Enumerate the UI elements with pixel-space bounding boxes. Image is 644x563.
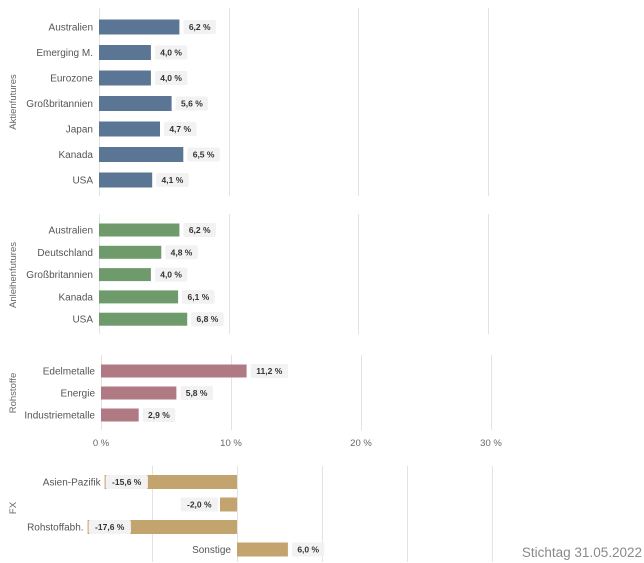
category-label-aktien-emerging-m: Emerging M.	[36, 48, 93, 59]
value-label-bg-aktien-kanada	[187, 147, 220, 162]
bar-aktien-japan	[99, 121, 160, 137]
value-label-bg-aktien-grossbritannien	[175, 96, 209, 111]
value-label-bg-aktien-japan	[164, 122, 197, 136]
bar-anleihen-deutschland	[99, 245, 162, 259]
value-label-bg-anleihen-grossbritannien	[154, 267, 188, 282]
value-label-fx-emea: -2,0 %	[187, 500, 212, 510]
value-label-bg-anleihen-kanada	[182, 289, 215, 304]
value-label-bg-aktien-usa	[156, 173, 189, 187]
tick-label-rohstoffe-3: 30 %	[480, 438, 502, 449]
category-label-rohstoffe-edelmetalle: Edelmetalle	[43, 367, 96, 378]
value-label-fx-rohstoffabh: -17,6 %	[95, 522, 125, 532]
value-label-aktien-japan: 4,7 %	[169, 124, 191, 134]
value-label-anleihen-grossbritannien: 4,0 %	[160, 270, 182, 280]
value-label-bg-aktien-australien	[183, 20, 216, 34]
category-label-aktien-japan: Japan	[66, 125, 93, 136]
panel-title-anleihen: Anleihenfutures	[8, 242, 19, 308]
category-label-aktien-eurozone: Eurozone	[50, 74, 93, 85]
panel-title-rohstoffe: Rohstoffe	[8, 373, 19, 414]
category-label-fx-rohstoffabh: Rohstoffabh.	[27, 523, 84, 534]
category-label-anleihen-usa: USA	[72, 315, 93, 326]
value-label-anleihen-deutschland: 4,8 %	[171, 247, 193, 257]
value-label-fx-asien-pazifik: -15,6 %	[112, 477, 142, 487]
value-label-rohstoffe-industriemetalle: 2,9 %	[148, 410, 170, 420]
tick-label-rohstoffe-2: 20 %	[350, 438, 372, 449]
value-label-anleihen-kanada: 6,1 %	[188, 292, 210, 302]
category-label-aktien-kanada: Kanada	[59, 150, 94, 161]
category-label-rohstoffe-industriemetalle: Industriemetalle	[24, 411, 95, 422]
value-label-bg-anleihen-deutschland	[165, 245, 198, 260]
bar-aktien-kanada	[99, 147, 184, 162]
bar-anleihen-australien	[99, 223, 180, 237]
value-label-rohstoffe-energie: 5,8 %	[186, 388, 208, 398]
value-label-bg-fx-sonstige	[291, 542, 325, 557]
category-label-anleihen-kanada: Kanada	[59, 292, 94, 303]
category-label-rohstoffe-energie: Energie	[61, 389, 96, 400]
value-label-bg-rohstoffe-industriemetalle	[142, 408, 176, 422]
value-label-bg-anleihen-australien	[183, 223, 216, 237]
value-label-bg-rohstoffe-energie	[180, 386, 213, 400]
value-label-bg-anleihen-usa	[191, 312, 224, 327]
value-label-anleihen-australien: 6,2 %	[189, 225, 211, 235]
value-label-bg-rohstoffe-edelmetalle	[250, 364, 288, 378]
tick-label-rohstoffe-0: 0 %	[93, 438, 110, 449]
category-label-aktien-grossbritannien: Großbritannien	[26, 99, 93, 110]
value-label-rohstoffe-edelmetalle: 11,2 %	[256, 366, 282, 376]
value-label-aktien-grossbritannien: 5,6 %	[181, 99, 203, 109]
value-label-aktien-usa: 4,1 %	[162, 175, 184, 185]
value-label-aktien-kanada: 6,5 %	[193, 150, 215, 160]
category-label-fx-sonstige: Sonstige	[192, 545, 231, 556]
category-label-aktien-australien: Australien	[49, 23, 93, 34]
value-label-bg-aktien-eurozone	[154, 71, 188, 85]
value-label-aktien-australien: 6,2 %	[189, 22, 211, 32]
bar-anleihen-grossbritannien	[99, 268, 151, 282]
value-label-fx-sonstige: 6,0 %	[297, 545, 319, 555]
value-label-bg-aktien-emerging-m	[154, 45, 188, 60]
value-label-bg-fx-emea	[180, 497, 218, 512]
panel-title-aktien: Aktienfutures	[8, 74, 19, 130]
value-label-anleihen-usa: 6,8 %	[197, 314, 219, 324]
category-label-aktien-usa: USA	[72, 176, 93, 187]
bar-aktien-grossbritannien	[99, 96, 172, 111]
bar-fx-emea	[220, 497, 237, 512]
bar-aktien-eurozone	[99, 70, 151, 86]
value-label-aktien-emerging-m: 4,0 %	[160, 48, 182, 58]
value-label-aktien-eurozone: 4,0 %	[160, 73, 182, 83]
category-label-anleihen-deutschland: Deutschland	[37, 248, 93, 259]
category-label-anleihen-australien: Australien	[49, 226, 93, 237]
tick-label-rohstoffe-1: 10 %	[220, 438, 242, 449]
category-label-anleihen-grossbritannien: Großbritannien	[26, 270, 93, 281]
category-label-fx-asien-pazifik: Asien-Pazifik	[43, 478, 102, 489]
bar-rohstoffe-edelmetalle	[101, 364, 247, 378]
panel-title-fx: FX	[8, 501, 19, 514]
bar-anleihen-kanada	[99, 290, 179, 304]
footnote: Stichtag 31.05.2022	[521, 545, 642, 560]
bar-fx-sonstige	[237, 542, 288, 557]
bar-aktien-emerging-m	[99, 45, 151, 60]
bar-rohstoffe-energie	[101, 386, 177, 400]
value-label-bg-fx-asien-pazifik	[105, 475, 148, 489]
bar-aktien-usa	[99, 172, 153, 188]
value-label-bg-fx-rohstoffabh	[88, 520, 131, 534]
bar-rohstoffe-industriemetalle	[101, 408, 139, 422]
bar-anleihen-usa	[99, 312, 188, 326]
bar-aktien-australien	[99, 19, 180, 35]
